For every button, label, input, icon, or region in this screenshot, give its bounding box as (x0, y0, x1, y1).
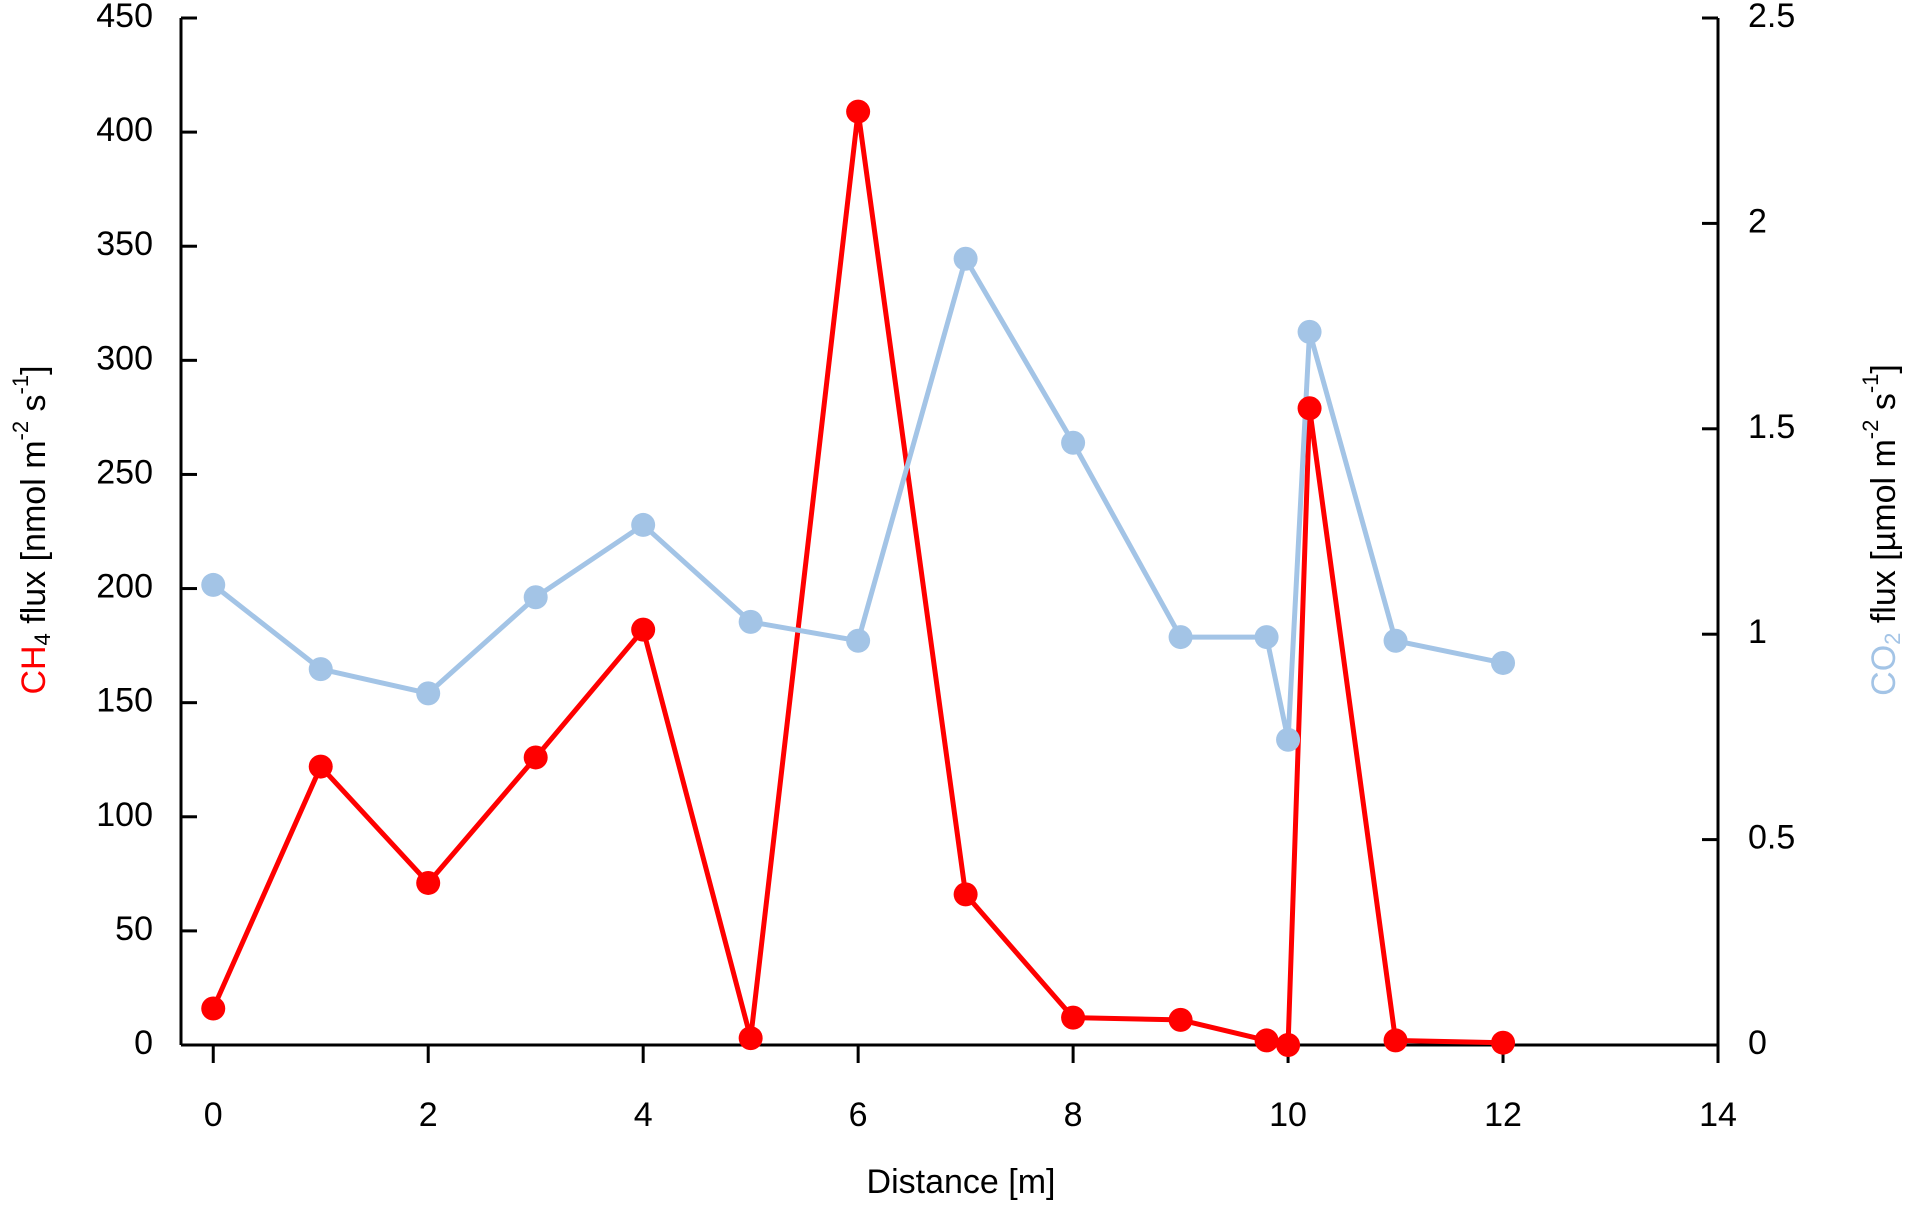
y2-tick-label: 2.5 (1748, 0, 1795, 35)
y2-tick-label: 1.5 (1748, 408, 1795, 446)
y-tick-label: 250 (96, 453, 153, 491)
data-point (1276, 1033, 1301, 1057)
y2-label-sup: -2 (1858, 420, 1883, 440)
y2-label-part: CO (1865, 645, 1903, 696)
data-point (308, 657, 333, 682)
y2-tick-label: 0 (1748, 1024, 1767, 1062)
y-tick-label: 400 (96, 111, 153, 149)
data-point (416, 681, 441, 706)
y2-label-sup: -1 (1858, 374, 1883, 394)
data-point (416, 870, 441, 895)
y2-tick-label: 1 (1748, 613, 1767, 651)
data-point (738, 609, 763, 634)
data-point (1168, 1007, 1193, 1032)
y-tick-label: 150 (96, 682, 153, 720)
data-point (1276, 727, 1301, 752)
x-axis-label: Distance [m] (867, 1163, 1056, 1201)
y2-label-part: flux [µmol m (1865, 439, 1903, 632)
data-point (1061, 1005, 1086, 1030)
y2-label-part: ] (1865, 364, 1903, 373)
data-point (201, 572, 226, 597)
y-label-part: ] (15, 365, 53, 374)
y-label-part: s (15, 394, 53, 420)
data-point (1061, 430, 1086, 455)
data-point (1254, 625, 1279, 650)
data-point (846, 99, 871, 124)
data-point (523, 585, 548, 610)
x-tick-label: 0 (204, 1096, 223, 1134)
y-tick-label: 450 (96, 0, 153, 35)
y-tick-label: 350 (96, 225, 153, 263)
data-point (1168, 625, 1193, 650)
data-point (631, 617, 656, 642)
x-tick-label: 10 (1269, 1096, 1307, 1134)
y-tick-label: 0 (134, 1024, 153, 1062)
x-tick-label: 12 (1484, 1096, 1522, 1134)
y-tick-label: 50 (115, 910, 153, 948)
y-tick-label: 300 (96, 339, 153, 377)
data-point (1383, 1028, 1408, 1053)
y-label-part: CH (15, 645, 53, 694)
data-point (201, 996, 226, 1021)
y-label-sup: -2 (8, 421, 33, 441)
y2-tick-label: 2 (1748, 202, 1767, 240)
y-tick-label: 200 (96, 568, 153, 606)
data-point (1491, 1030, 1516, 1055)
data-point (1297, 396, 1322, 421)
data-point (523, 745, 548, 770)
data-point (953, 882, 978, 907)
x-tick-label: 14 (1699, 1096, 1737, 1134)
y-tick-label: 100 (96, 796, 153, 834)
data-point (1254, 1028, 1279, 1053)
y2-axis-label: CO2 flux [µmol m-2 s-1] (1858, 364, 1905, 696)
x-tick-label: 4 (634, 1096, 653, 1134)
y2-label-part: s (1865, 393, 1903, 419)
data-point (1383, 628, 1408, 653)
series-line (210, 109, 1504, 1048)
data-point (846, 628, 871, 653)
data-point (631, 512, 656, 537)
x-tick-label: 2 (419, 1096, 438, 1134)
x-tick-label: 6 (849, 1096, 868, 1134)
data-point (1491, 650, 1516, 675)
y2-label-sub: 2 (1880, 633, 1905, 645)
y-axis-label: CH4 flux [nmol m-2 s-1] (8, 365, 55, 694)
y2-tick-label: 0.5 (1748, 819, 1795, 857)
data-point (1297, 319, 1322, 344)
data-point (953, 246, 978, 271)
x-tick-label: 8 (1064, 1096, 1083, 1134)
y-label-sup: -1 (8, 375, 33, 395)
data-point (738, 1026, 763, 1051)
y-label-part: flux [nmol m (15, 440, 53, 633)
y-label-sub: 4 (30, 633, 55, 645)
data-point (308, 754, 333, 779)
